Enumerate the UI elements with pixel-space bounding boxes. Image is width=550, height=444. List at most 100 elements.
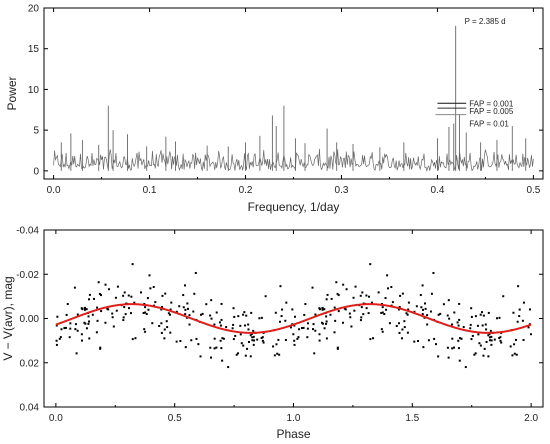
- light-curve-point: [75, 352, 78, 355]
- light-curve-point: [387, 287, 390, 290]
- light-curve-point: [147, 308, 150, 311]
- light-curve-point: [330, 297, 333, 300]
- light-curve-x-axis-title: Phase: [276, 427, 310, 441]
- y-tick-label: 0.00: [20, 314, 40, 325]
- light-curve-point: [148, 274, 151, 277]
- light-curve-point: [55, 343, 58, 346]
- light-curve-point: [448, 317, 451, 320]
- light-curve-point: [175, 340, 178, 343]
- light-curve-point: [451, 337, 454, 340]
- light-curve-point: [256, 338, 259, 341]
- light-curve-point: [487, 311, 490, 314]
- light-curve-point: [276, 352, 279, 355]
- light-curve-point: [261, 336, 264, 339]
- light-curve-point: [518, 315, 521, 318]
- light-curve-point: [380, 328, 383, 331]
- fap-label: FAP = 0.001: [469, 99, 514, 108]
- light-curve-point: [386, 274, 389, 277]
- light-curve-point: [457, 347, 460, 350]
- light-curve-point: [144, 330, 147, 333]
- light-curve-point: [194, 271, 197, 274]
- light-curve-point: [446, 314, 449, 317]
- light-curve-point: [377, 291, 380, 294]
- light-curve-point: [250, 311, 253, 314]
- light-curve-point: [199, 355, 202, 358]
- light-curve-point: [487, 334, 490, 337]
- light-curve-point: [325, 298, 328, 301]
- light-curve-point: [88, 293, 91, 296]
- light-curve-point: [296, 337, 299, 340]
- light-curve-point: [336, 347, 339, 350]
- light-curve-point: [182, 294, 185, 297]
- light-curve-point: [123, 291, 126, 294]
- light-curve-point: [59, 336, 62, 339]
- light-curve-point: [459, 337, 462, 340]
- light-curve-point: [388, 322, 391, 325]
- light-curve-point: [477, 333, 480, 336]
- light-curve-point: [80, 339, 83, 342]
- light-curve-point: [432, 271, 435, 274]
- light-curve-point: [513, 352, 516, 355]
- light-curve-point: [246, 347, 249, 350]
- light-curve-point: [73, 286, 76, 289]
- y-tick-label: 5: [33, 126, 39, 137]
- light-curve-point: [415, 305, 418, 308]
- light-curve-point: [323, 308, 326, 311]
- light-curve-point: [76, 329, 79, 332]
- light-curve-point: [68, 336, 71, 339]
- light-curve-point: [337, 294, 340, 297]
- light-curve-point: [74, 323, 77, 326]
- light-curve-point: [515, 353, 518, 356]
- light-curve-point: [458, 359, 461, 362]
- light-curve-point: [100, 310, 103, 313]
- light-curve-point: [427, 339, 430, 342]
- light-curve-point: [403, 320, 406, 323]
- light-curve-point: [205, 303, 208, 306]
- light-curve-point: [511, 354, 514, 357]
- light-curve-point: [293, 315, 296, 318]
- light-curve-point: [421, 284, 424, 287]
- periodogram-y-axis-title: Power: [5, 76, 19, 110]
- light-curve-point: [114, 296, 117, 299]
- light-curve-point: [219, 324, 222, 327]
- light-curve-point: [130, 295, 133, 298]
- light-curve-point: [235, 353, 238, 356]
- light-curve-point: [128, 307, 130, 310]
- light-curve-point: [272, 345, 275, 348]
- light-curve-point: [490, 335, 493, 338]
- light-curve-point: [237, 315, 240, 318]
- light-curve-point: [489, 339, 492, 342]
- light-curve-point: [453, 346, 456, 349]
- light-curve-point: [225, 326, 228, 329]
- light-curve-point: [517, 285, 520, 288]
- light-curve-point: [63, 327, 66, 329]
- light-curve-point: [384, 297, 387, 300]
- light-curve-point: [252, 335, 255, 338]
- light-curve-point: [405, 312, 408, 315]
- light-curve-point: [361, 291, 364, 294]
- light-curve-point: [130, 312, 132, 315]
- light-curve-point: [529, 333, 532, 336]
- light-curve-point: [261, 339, 264, 342]
- light-curve-point: [170, 301, 173, 304]
- light-curve-point: [337, 310, 340, 313]
- light-curve-point: [496, 317, 498, 320]
- light-curve-point: [406, 331, 409, 334]
- light-curve-point: [490, 339, 493, 342]
- light-curve-point: [457, 324, 460, 327]
- light-curve-point: [115, 309, 118, 312]
- light-curve-point: [127, 294, 130, 297]
- light-curve-point: [426, 323, 429, 326]
- light-curve-point: [401, 337, 404, 340]
- light-curve-point: [278, 353, 281, 356]
- light-curve-point: [469, 323, 472, 326]
- light-curve-point: [474, 352, 477, 355]
- light-curve-point: [116, 285, 119, 288]
- light-curve-point: [122, 294, 125, 297]
- y-tick-label: 10: [28, 85, 40, 96]
- light-curve-point: [426, 314, 429, 317]
- light-curve-point: [179, 340, 182, 343]
- y-tick-label: 0: [33, 166, 39, 177]
- light-curve-point: [107, 308, 110, 311]
